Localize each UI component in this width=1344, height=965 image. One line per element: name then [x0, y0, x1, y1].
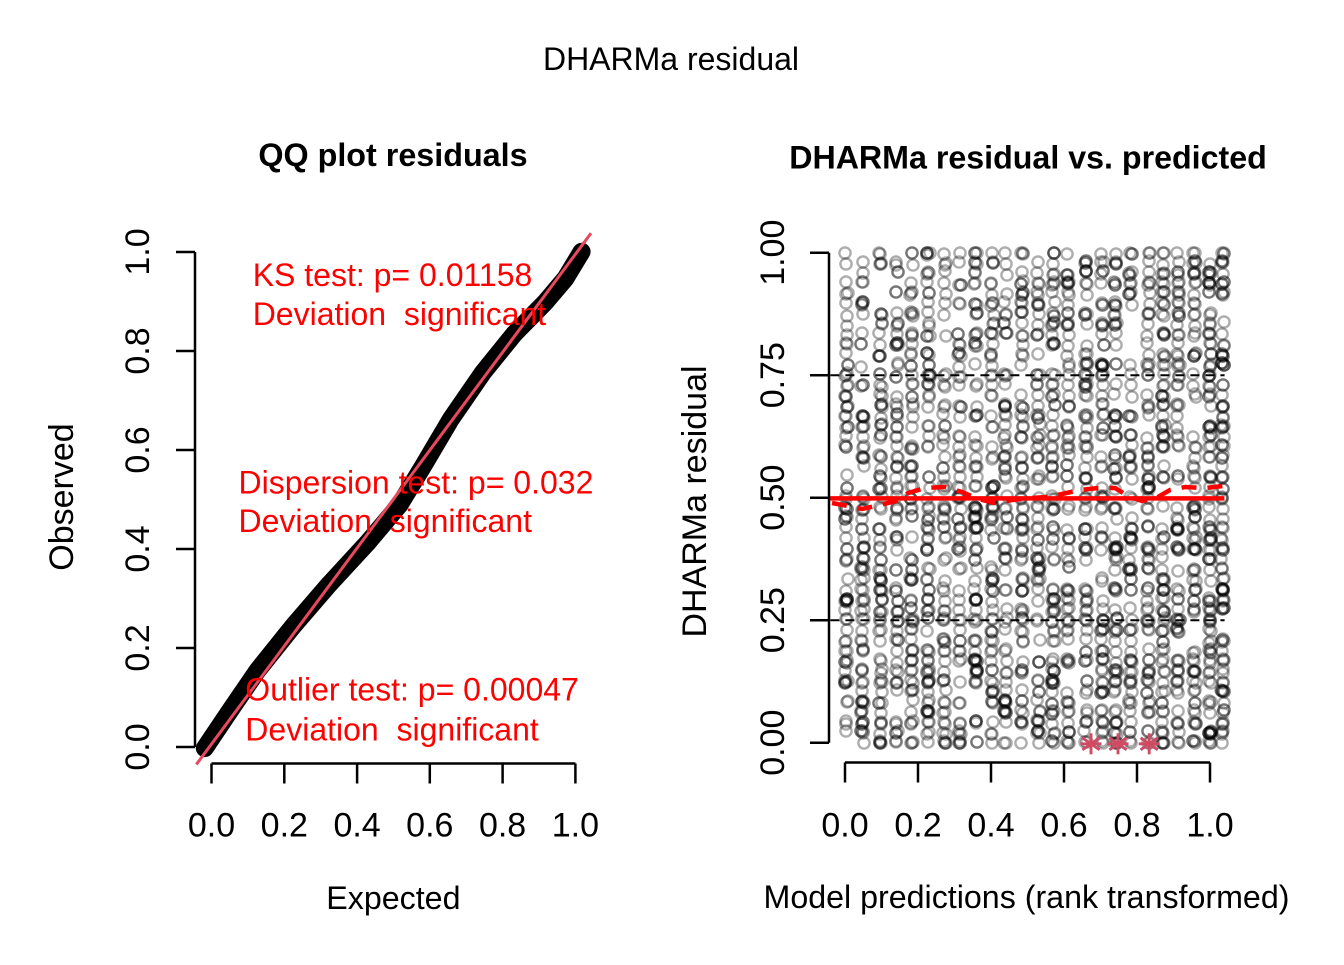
svg-text:0.8: 0.8	[479, 807, 526, 845]
svg-text:0.0: 0.0	[821, 807, 868, 845]
svg-text:Observed: Observed	[43, 423, 81, 570]
svg-text:QQ plot residuals: QQ plot residuals	[258, 137, 527, 173]
svg-text:0.6: 0.6	[1040, 807, 1087, 845]
svg-text:1.0: 1.0	[552, 807, 599, 845]
svg-text:0.8: 0.8	[119, 327, 157, 374]
svg-text:Deviation significant: Deviation significant	[245, 712, 539, 748]
svg-text:Model predictions (rank transf: Model predictions (rank transformed)	[764, 879, 1290, 915]
svg-text:0.2: 0.2	[894, 807, 941, 845]
svg-text:0.4: 0.4	[967, 807, 1014, 845]
svg-text:KS test: p= 0.01158: KS test: p= 0.01158	[253, 257, 533, 293]
svg-text:0.25: 0.25	[754, 587, 792, 653]
svg-text:0.4: 0.4	[119, 525, 157, 572]
svg-text:0.0: 0.0	[188, 807, 235, 845]
svg-text:Expected: Expected	[326, 880, 460, 916]
svg-text:0.0: 0.0	[119, 723, 157, 770]
svg-text:0.6: 0.6	[406, 807, 453, 845]
svg-text:0.50: 0.50	[754, 465, 792, 531]
svg-text:0.2: 0.2	[261, 807, 308, 845]
svg-text:Outlier test: p= 0.00047: Outlier test: p= 0.00047	[245, 672, 579, 708]
svg-text:0.00: 0.00	[754, 710, 792, 776]
svg-text:DHARMa residual vs. predicted: DHARMa residual vs. predicted	[789, 140, 1267, 176]
svg-text:Deviation significant: Deviation significant	[239, 503, 533, 539]
svg-text:1.00: 1.00	[754, 220, 792, 286]
svg-text:0.8: 0.8	[1113, 807, 1160, 845]
svg-text:0.4: 0.4	[333, 807, 380, 845]
svg-text:Deviation significant: Deviation significant	[253, 296, 547, 332]
svg-text:DHARMa residual: DHARMa residual	[676, 365, 714, 637]
svg-text:0.6: 0.6	[119, 426, 157, 473]
svg-text:DHARMa residual: DHARMa residual	[543, 41, 799, 77]
svg-text:0.2: 0.2	[119, 624, 157, 671]
svg-text:0.75: 0.75	[754, 342, 792, 408]
svg-text:1.0: 1.0	[1186, 807, 1233, 845]
svg-text:1.0: 1.0	[119, 228, 157, 275]
svg-text:Dispersion test: p= 0.032: Dispersion test: p= 0.032	[239, 465, 594, 501]
